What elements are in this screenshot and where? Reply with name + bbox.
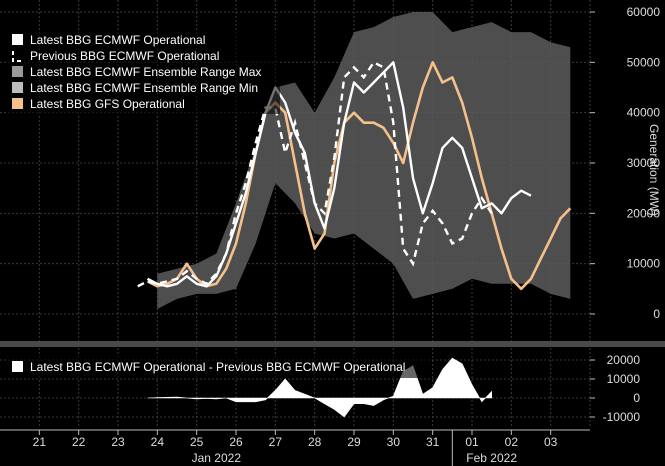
month-label: Jan 2022: [192, 451, 242, 465]
y-tick-label: 10000: [627, 257, 661, 271]
legend-background: [6, 356, 432, 378]
y-tick-label: 30000: [627, 156, 661, 170]
series-line-gfs-operational: [146, 61, 572, 291]
x-tick-label: 29: [347, 435, 361, 449]
x-tick-label: 21: [33, 435, 47, 449]
difference-legend: Latest BBG ECMWF Operational - Previous …: [6, 356, 432, 378]
y-tick-label: 60000: [627, 5, 661, 19]
legend-swatch: [12, 98, 23, 109]
legend-label: Latest BBG ECMWF Operational - Previous …: [30, 360, 405, 374]
x-tick-label: 26: [229, 435, 243, 449]
ensemble-range-band: [157, 12, 571, 309]
x-tick-label: 24: [151, 435, 165, 449]
y-tick-label: 0: [633, 391, 640, 405]
month-label: Feb 2022: [466, 451, 517, 465]
x-tick-label: 28: [308, 435, 322, 449]
x-tick-label: 02: [505, 435, 519, 449]
x-tick-label: 30: [387, 435, 401, 449]
legend-swatch: [12, 51, 21, 62]
panel-separator: [0, 341, 665, 347]
legend-label: Previous BBG ECMWF Operational: [30, 49, 219, 63]
main-legend: Latest BBG ECMWF Operational Previous BBG…: [6, 30, 280, 114]
y-tick-label: 20000: [627, 206, 661, 220]
legend-label: Latest BBG ECMWF Ensemble Range Max: [30, 65, 261, 79]
legend-swatch: [12, 82, 23, 93]
legend-label: Latest BBG GFS Operational: [30, 97, 185, 111]
x-axis: 21 22 23 24 25 26 27 28 29 30 31 01 02 03 Jan 2022 Feb …: [0, 429, 590, 466]
y-tick-label: 10000: [607, 372, 641, 386]
legend-label: Latest BBG ECMWF Ensemble Range Min: [30, 81, 258, 95]
x-tick-label: 01: [465, 435, 479, 449]
y-tick-label: 50000: [627, 55, 661, 69]
x-tick-label: 23: [111, 435, 125, 449]
legend-swatch: [12, 361, 23, 372]
x-tick-label: 25: [190, 435, 204, 449]
y-axis-label: Generation (MW): [647, 124, 661, 216]
y-tick-label: 0: [653, 307, 660, 321]
y-tick-label: -10000: [603, 410, 641, 424]
y-tick-label: 20000: [607, 353, 641, 367]
x-tick-label: 27: [269, 435, 283, 449]
x-tick-label: 03: [544, 435, 558, 449]
legend-swatch: [12, 66, 23, 77]
legend-label: Latest BBG ECMWF Operational: [30, 33, 205, 47]
x-tick-label: 31: [426, 435, 440, 449]
legend-background: [6, 30, 280, 114]
x-tick-label: 22: [72, 435, 86, 449]
y-tick-label: 40000: [627, 106, 661, 120]
legend-swatch: [12, 34, 23, 45]
series-line-latest-ecmwf: [146, 61, 532, 288]
